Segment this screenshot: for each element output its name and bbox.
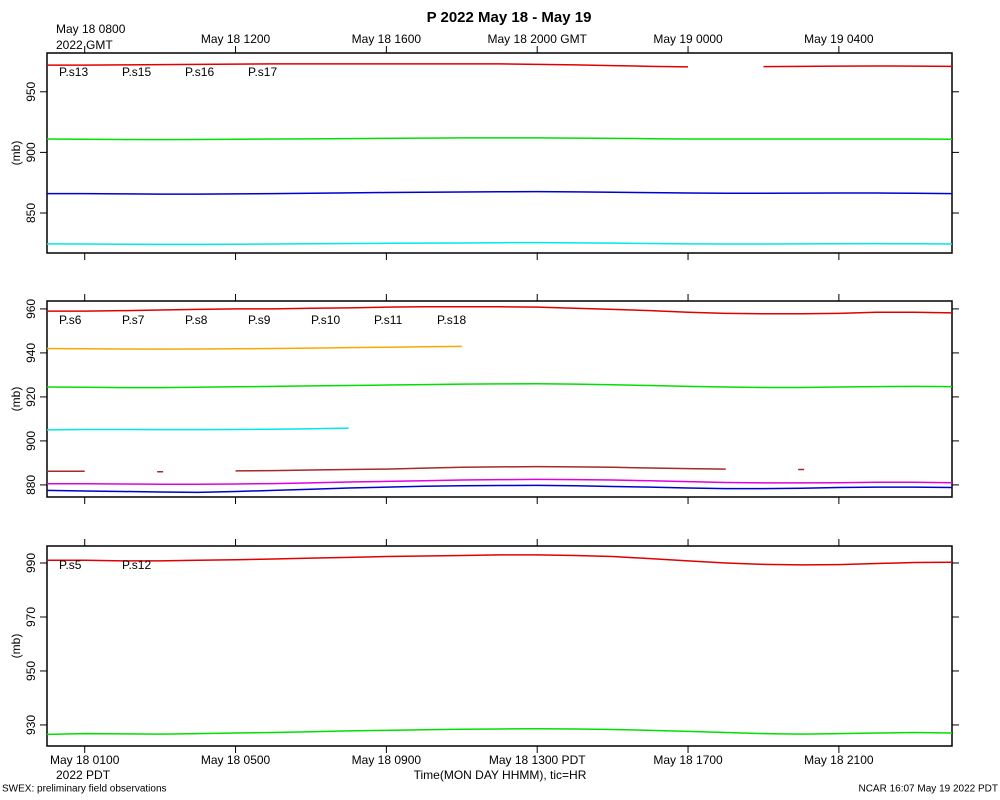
legend-label: P.s6 (59, 313, 82, 327)
legend-label: P.s13 (59, 65, 88, 79)
x-axis-label: Time(MON DAY HHMM), tic=HR (414, 768, 587, 782)
x-tick-label: May 18 1700 (653, 753, 723, 767)
x-tick-label: May 18 0500 (201, 753, 271, 767)
y-axis-label: (mb) (9, 387, 23, 412)
series-line (46, 427, 349, 431)
series-line (46, 484, 953, 494)
plot-frame (46, 52, 953, 254)
y-tick-label: 850 (24, 203, 38, 223)
series-line (47, 478, 953, 485)
series-line (47, 63, 953, 68)
series-line (47, 554, 953, 566)
footer-right: NCAR 16:07 May 19 2022 PDT (858, 784, 998, 795)
y-tick-label: 900 (24, 431, 38, 451)
x2-tick-label: May 18 1600 (352, 32, 422, 46)
plot-frame (46, 300, 953, 498)
legend-label: P.s11 (374, 313, 403, 327)
x-tick-label: May 18 1300 PDT (489, 753, 586, 767)
series-line (47, 190, 953, 195)
legend-label: P.s16 (185, 65, 214, 79)
legend-label: P.s5 (59, 558, 82, 572)
y-tick-label: 970 (24, 607, 38, 627)
plot-frame (46, 545, 953, 747)
series-line (46, 727, 953, 736)
legend-label: P.s9 (248, 313, 271, 327)
legend-label: P.s15 (122, 65, 151, 79)
legend-label: P.s10 (311, 313, 340, 327)
x2-tick-label: May 19 0400 (804, 32, 874, 46)
x2-tick-label: May 18 2000 GMT (488, 32, 588, 46)
legend-label: P.s8 (185, 313, 208, 327)
y-tick-label: 950 (24, 661, 38, 681)
legend-label: P.s12 (122, 558, 151, 572)
y-tick-label: 960 (24, 299, 38, 319)
x2-sublabel: 2022 GMT (56, 38, 113, 52)
x-sublabel: 2022 PDT (56, 768, 111, 782)
x-tick-label: May 18 2100 (804, 753, 874, 767)
y-tick-label: 920 (24, 387, 38, 407)
y-tick-label: 990 (24, 553, 38, 573)
x2-tick-label: May 18 0800 (56, 22, 126, 36)
y-tick-label: 940 (24, 343, 38, 363)
series-line (46, 137, 953, 141)
x-tick-label: May 18 0900 (352, 753, 422, 767)
legend-label: P.s7 (122, 313, 145, 327)
legend-label: P.s18 (437, 313, 466, 327)
series-line (46, 382, 953, 389)
series-line (46, 345, 462, 350)
y-axis-label: (mb) (9, 141, 23, 166)
y-tick-label: 930 (24, 715, 38, 735)
y-axis-label: (mb) (9, 634, 23, 659)
x2-tick-label: May 18 1200 (201, 32, 271, 46)
chart-title: P 2022 May 18 - May 19 (427, 9, 592, 26)
series-line (47, 465, 805, 473)
series-line (47, 305, 953, 315)
footer-left: SWEX: preliminary field observations (2, 784, 167, 795)
x2-tick-label: May 19 0000 (653, 32, 723, 46)
y-tick-label: 950 (24, 81, 38, 101)
y-tick-label: 900 (24, 142, 38, 162)
y-tick-label: 880 (24, 475, 38, 495)
series-line (46, 241, 953, 246)
legend-label: P.s17 (248, 65, 277, 79)
x-tick-label: May 18 0100 (50, 753, 120, 767)
